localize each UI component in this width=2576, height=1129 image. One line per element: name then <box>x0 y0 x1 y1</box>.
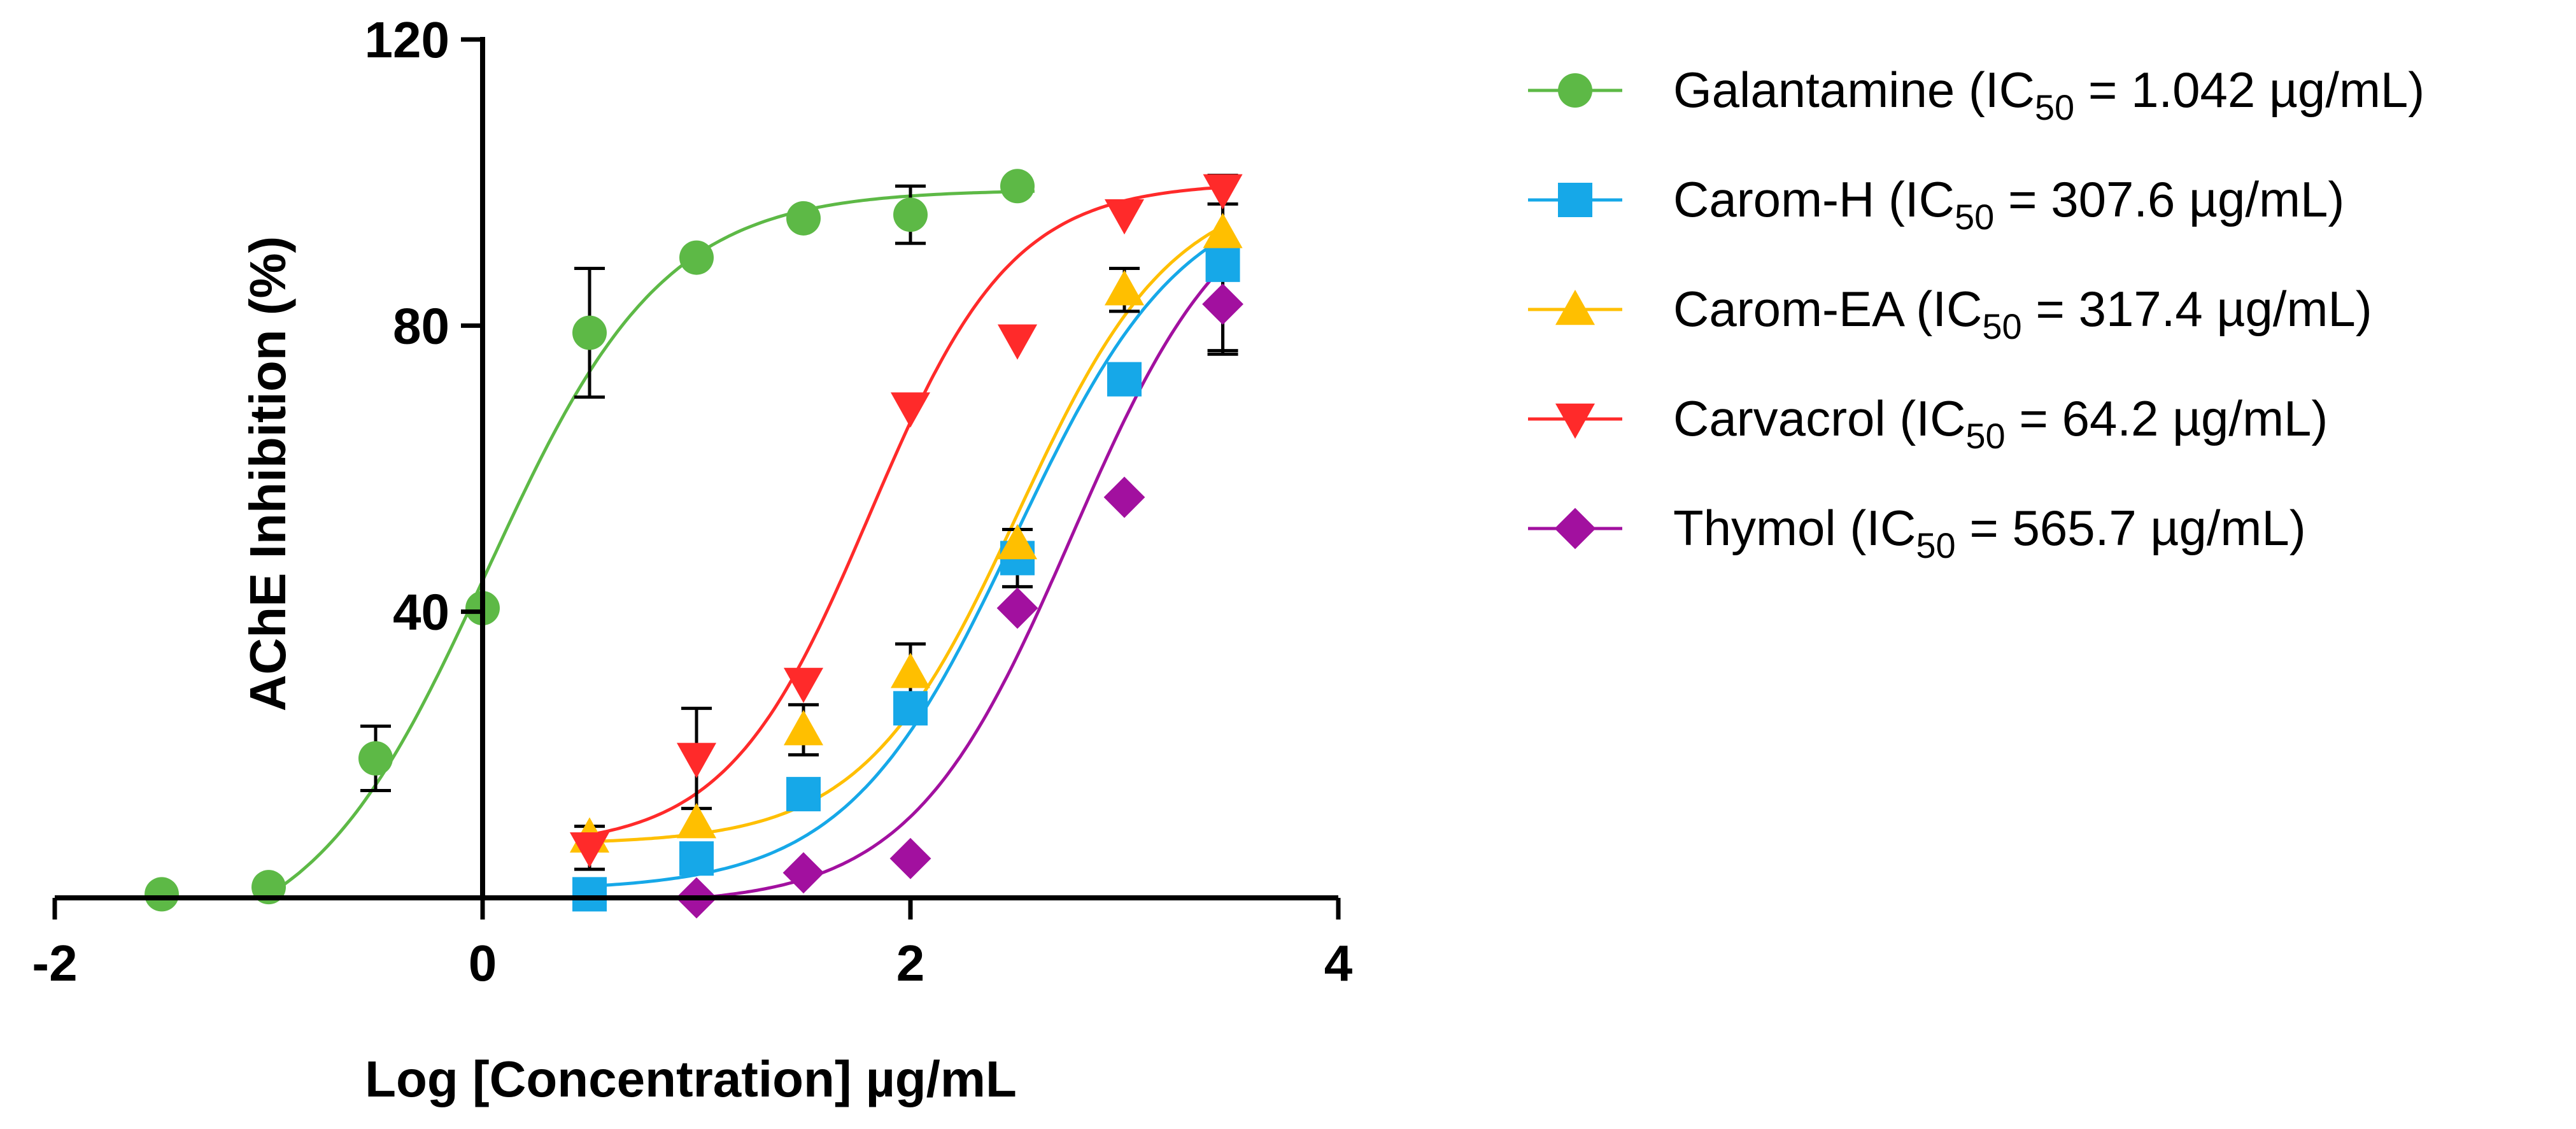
data-point-carvacrol <box>783 667 824 704</box>
legend-label-carom-h: Carom-H (IC50 = 307.6 µg/mL) <box>1673 171 2344 237</box>
data-point-carvacrol <box>890 392 931 428</box>
legend-marker-thymol <box>1554 508 1596 550</box>
data-point-carvacrol <box>997 324 1038 360</box>
legend-label-galantamine: Galantamine (IC50 = 1.042 µg/mL) <box>1673 62 2424 127</box>
data-point-carom-ea <box>890 653 931 688</box>
data-point-carom-h <box>572 877 607 912</box>
data-point-carvacrol <box>569 832 610 868</box>
data-point-carom-ea <box>1104 270 1145 306</box>
data-point-galantamine <box>358 741 393 776</box>
legend-label-carom-ea: Carom-EA (IC50 = 317.4 µg/mL) <box>1673 281 2372 346</box>
y-tick-label: 40 <box>393 584 449 641</box>
data-point-thymol <box>782 852 824 894</box>
legend-marker-carvacrol <box>1555 403 1596 439</box>
data-point-carvacrol <box>676 742 717 778</box>
y-axis-title: AChE Inhibition (%) <box>239 236 296 712</box>
fit-curve-thymol <box>698 260 1229 900</box>
data-point-thymol <box>1202 283 1243 325</box>
y-tick-label: 80 <box>393 297 449 354</box>
data-point-thymol <box>1103 476 1145 518</box>
x-tick-label: 2 <box>896 935 925 991</box>
data-point-carom-ea <box>783 709 824 746</box>
data-point-carvacrol <box>1203 174 1243 209</box>
fit-curve-carom-h <box>581 234 1228 888</box>
x-tick-label: 0 <box>469 935 497 991</box>
legend-marker-carom-h <box>1558 183 1592 217</box>
data-point-galantamine <box>572 315 607 350</box>
x-tick-label: -2 <box>32 935 77 991</box>
data-point-galantamine <box>786 201 821 236</box>
data-point-galantamine <box>1000 169 1035 204</box>
x-tick-label: 4 <box>1324 935 1353 991</box>
data-point-carom-ea <box>997 523 1038 560</box>
legend-marker-galantamine <box>1558 73 1592 108</box>
y-tick-label: 120 <box>365 11 449 68</box>
data-point-carom-h <box>786 777 821 812</box>
fit-curve-galantamine <box>265 189 1035 898</box>
fit-curve-carom-ea <box>581 222 1228 844</box>
legend-label-thymol: Thymol (IC50 = 565.7 µg/mL) <box>1673 500 2306 565</box>
legend-marker-carom-ea <box>1555 289 1596 325</box>
data-point-carom-h <box>893 691 928 726</box>
data-point-galantamine <box>145 877 179 912</box>
data-point-carom-ea <box>1203 213 1243 248</box>
data-point-carom-ea <box>676 803 717 839</box>
x-axis-title: Log [Concentration] µg/mL <box>365 1051 1017 1107</box>
data-point-carvacrol <box>1104 199 1145 235</box>
data-point-galantamine <box>679 240 714 275</box>
data-point-carom-h <box>1107 362 1142 397</box>
data-point-galantamine <box>893 197 928 232</box>
legend-label-carvacrol: Carvacrol (IC50 = 64.2 µg/mL) <box>1673 390 2328 456</box>
data-point-carom-h <box>679 841 714 876</box>
data-point-thymol <box>889 837 931 879</box>
data-point-thymol <box>996 587 1038 629</box>
data-point-carom-h <box>1205 247 1240 282</box>
legend: Galantamine (IC50 = 1.042 µg/mL) Carom-H … <box>1528 62 2424 565</box>
